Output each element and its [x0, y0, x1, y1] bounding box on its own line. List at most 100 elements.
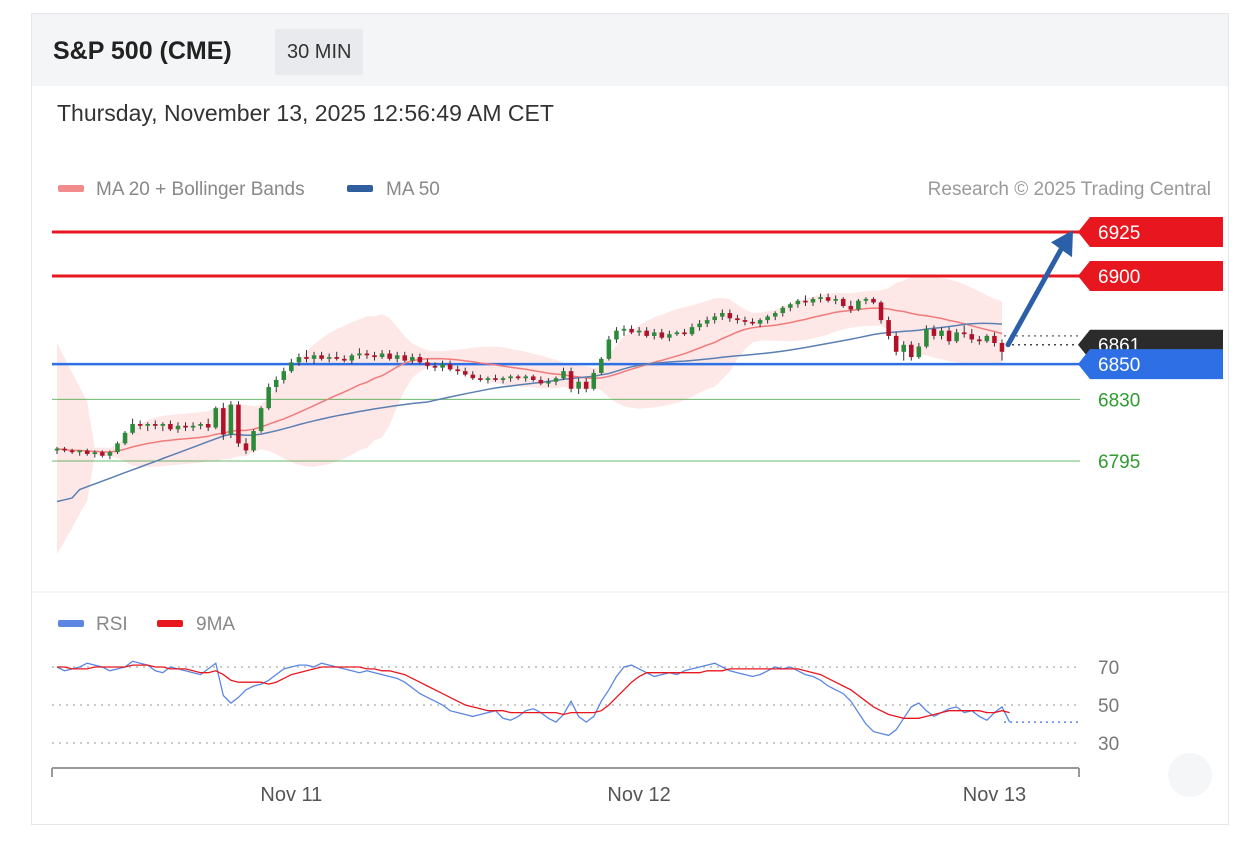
candle	[523, 374, 528, 382]
rsi-9ma-line	[57, 664, 1010, 719]
candle	[644, 327, 649, 338]
candle	[455, 365, 460, 375]
candle	[266, 383, 271, 410]
candle	[478, 374, 483, 382]
candle-body	[402, 355, 408, 361]
candle	[213, 406, 219, 430]
price-levels	[52, 230, 1085, 462]
candle-body	[77, 450, 82, 453]
candle-body	[621, 328, 627, 331]
candle-body	[803, 300, 808, 303]
candle-body	[364, 353, 370, 356]
candle	[818, 293, 823, 303]
candle	[190, 422, 196, 432]
candle-body	[62, 448, 67, 451]
candle	[833, 295, 838, 305]
candle-body	[931, 328, 937, 336]
candle-body	[810, 298, 816, 303]
candle-body	[410, 357, 415, 361]
candle-body	[243, 443, 249, 451]
candle	[228, 401, 234, 439]
candle	[871, 297, 876, 305]
candle	[924, 325, 929, 349]
legend-swatch-ma50	[347, 185, 373, 192]
card-header: S&P 500 (CME) 30 MIN	[32, 14, 1228, 86]
candle-body	[69, 450, 75, 453]
candle	[168, 420, 173, 432]
candle	[712, 313, 717, 324]
candle-body	[190, 425, 196, 428]
candle-body	[893, 335, 899, 352]
candle	[636, 327, 642, 336]
candle	[236, 401, 241, 447]
candle	[561, 367, 566, 380]
candle-body	[833, 298, 838, 301]
candle	[977, 335, 982, 345]
candle-body	[311, 355, 317, 359]
level-tag-text-6900: 6900	[1098, 267, 1140, 288]
candle	[311, 351, 317, 365]
level-tag-6900	[1078, 261, 1223, 292]
candle-body	[175, 425, 181, 430]
candle	[205, 418, 211, 432]
candle-body	[251, 431, 256, 451]
candle-body	[568, 371, 574, 389]
candle	[326, 353, 332, 363]
candle	[538, 376, 544, 386]
candle	[485, 376, 491, 384]
candle	[727, 309, 733, 322]
candle-body	[425, 362, 430, 366]
candle-body	[394, 355, 400, 359]
candle-body	[546, 381, 551, 384]
candle	[742, 316, 748, 326]
candle-body	[992, 335, 997, 343]
candle	[115, 441, 120, 454]
candle	[606, 335, 612, 361]
candle-body	[946, 330, 952, 342]
candle-body	[606, 339, 612, 359]
candle-body	[984, 335, 990, 342]
candle-body	[319, 355, 324, 359]
candle	[568, 367, 574, 393]
forecast-arrow	[1005, 230, 1073, 348]
candlesticks	[54, 293, 1005, 460]
candle	[137, 420, 143, 430]
legend-label-rsi: RSI	[96, 614, 128, 635]
candle-body	[909, 344, 914, 358]
candle	[432, 362, 438, 372]
candle-body	[462, 371, 468, 375]
candle-body	[697, 323, 702, 328]
candle-body	[795, 300, 801, 305]
candle-body	[591, 372, 597, 389]
candle-body	[334, 357, 339, 359]
candle-body	[878, 302, 884, 321]
candle	[304, 350, 309, 363]
x-tick-label: Nov 11	[260, 784, 322, 806]
rsi-lines	[56, 660, 1011, 737]
candle	[92, 450, 98, 458]
candle-body	[583, 381, 589, 389]
candle	[999, 339, 1005, 361]
candle-body	[349, 355, 355, 361]
candle-body	[856, 300, 861, 310]
candle	[425, 358, 430, 370]
candle	[856, 298, 861, 312]
legend-label-ma20-bb: MA 20 + Bollinger Bands	[96, 179, 305, 200]
candle	[599, 357, 604, 375]
interval-badge[interactable]: 30 MIN	[275, 29, 364, 75]
candle-body	[137, 424, 143, 426]
candle-body	[296, 357, 302, 363]
candle	[515, 374, 521, 380]
candle	[780, 305, 786, 317]
candle	[508, 374, 513, 382]
candle	[992, 332, 997, 347]
candle	[153, 420, 158, 430]
candle	[916, 342, 922, 359]
candle	[417, 353, 423, 365]
candle-body	[266, 387, 271, 409]
candle-body	[122, 432, 128, 444]
candle-body	[659, 332, 665, 338]
level-tag-text-6850: 6850	[1098, 355, 1140, 376]
candle	[909, 341, 914, 361]
